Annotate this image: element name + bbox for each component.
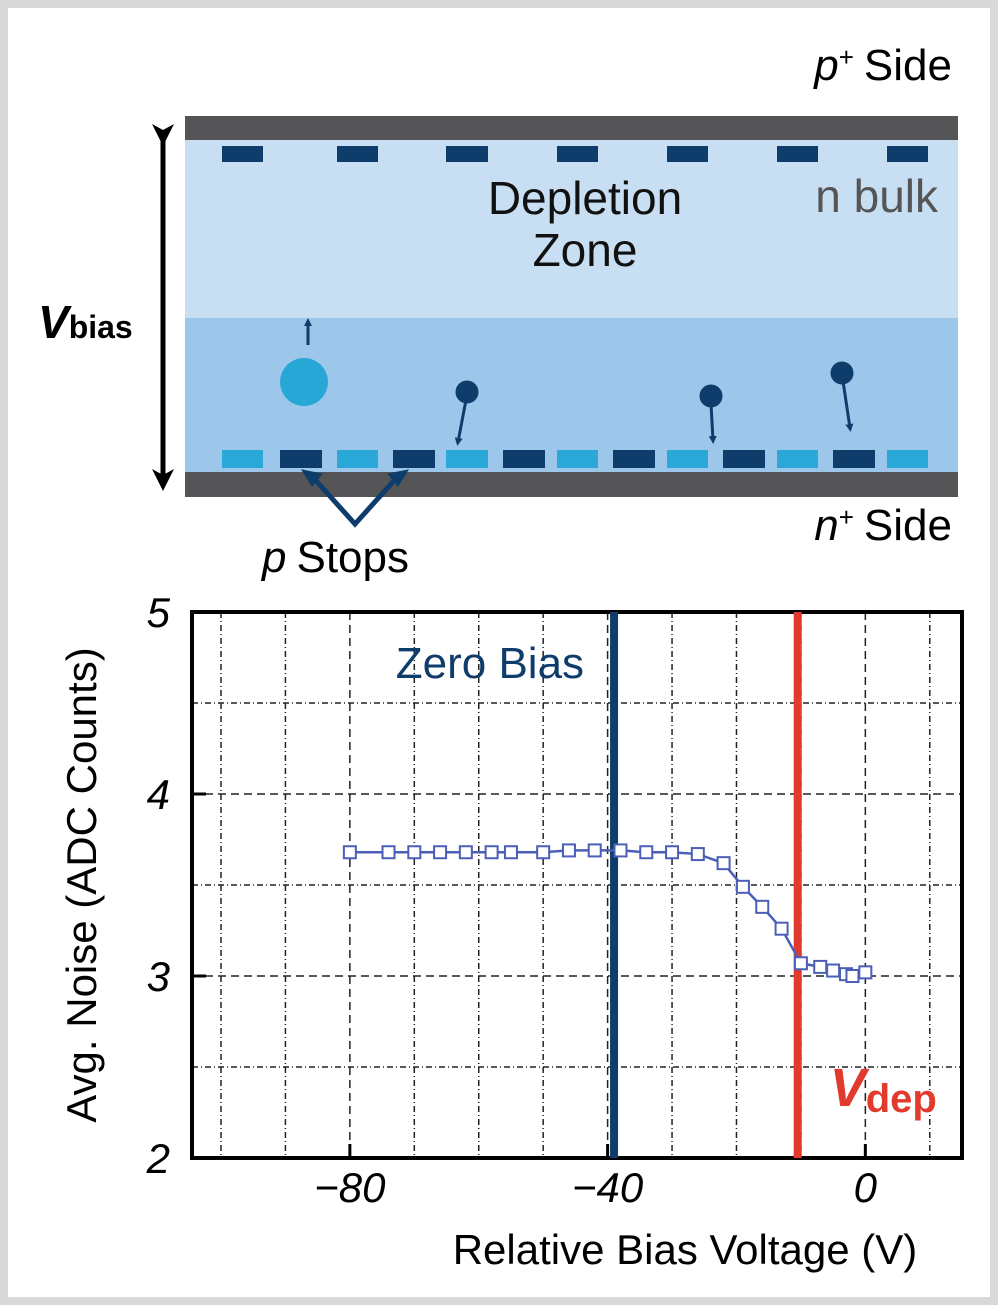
point	[755, 899, 770, 914]
stops-label: p Stops	[260, 533, 409, 582]
point	[587, 843, 602, 858]
point	[381, 845, 396, 860]
point	[690, 847, 705, 862]
point	[813, 959, 828, 974]
x-tick-label: −80	[314, 1164, 386, 1211]
point	[858, 965, 873, 980]
letter: p	[260, 533, 286, 582]
point	[735, 879, 750, 894]
top-contact	[185, 116, 958, 140]
stop-arrows	[300, 469, 410, 528]
point	[793, 956, 808, 971]
text: Stops	[296, 533, 409, 582]
point	[484, 845, 499, 860]
chart: −80 −40 0 2 3 4 5 Relative Bias Voltage (V) Avg.…	[58, 589, 964, 1273]
y-tick-label: 3	[147, 953, 170, 1000]
y-tick-label: 4	[147, 771, 170, 818]
zone-label: Depletion	[488, 172, 682, 224]
point	[774, 921, 789, 936]
top-strips	[222, 146, 928, 162]
bottom-contact	[185, 472, 958, 497]
point	[613, 843, 628, 858]
text: Side	[864, 501, 952, 550]
bottom-strips	[222, 450, 928, 468]
point	[826, 963, 841, 978]
point	[433, 845, 448, 860]
x-tick-label: −40	[572, 1164, 644, 1211]
hole	[280, 358, 328, 406]
point	[561, 843, 576, 858]
point	[716, 856, 731, 871]
letter: p	[812, 41, 838, 90]
plot-frame	[190, 610, 964, 1160]
vline-label: Vdep	[830, 1058, 937, 1121]
sup: +	[839, 42, 854, 72]
text: Side	[864, 41, 952, 90]
bottom-side-label: n+ Side	[814, 501, 952, 550]
sub: bias	[69, 309, 133, 345]
y-tick-label: 5	[147, 589, 171, 636]
point	[342, 845, 357, 860]
letter: V	[38, 296, 72, 348]
zone-label: Zone	[533, 224, 638, 276]
diagram: p+ Side n bulk Depletion Zone Vbias p Stop…	[38, 41, 958, 582]
point	[458, 845, 473, 860]
vline-label: Zero Bias	[396, 639, 584, 688]
sup: +	[839, 502, 854, 532]
depletion-region	[185, 140, 958, 318]
point	[503, 845, 518, 860]
point	[665, 845, 680, 860]
y-tick-label: 2	[146, 1135, 170, 1182]
point	[845, 969, 860, 983]
x-tick-label: 0	[854, 1164, 878, 1211]
x-axis-label: Relative Bias Voltage (V)	[453, 1226, 918, 1273]
top-side-label: p+ Side	[812, 41, 952, 90]
electrons	[454, 361, 854, 446]
letter: V	[830, 1058, 870, 1118]
y-axis-label: Avg. Noise (ADC Counts)	[58, 647, 105, 1122]
point	[407, 845, 422, 860]
bulk-label: n bulk	[815, 170, 939, 222]
letter: n	[814, 501, 838, 550]
sub: dep	[866, 1077, 937, 1121]
point	[536, 845, 551, 860]
bias-label: Vbias	[38, 296, 133, 348]
point	[639, 845, 654, 860]
